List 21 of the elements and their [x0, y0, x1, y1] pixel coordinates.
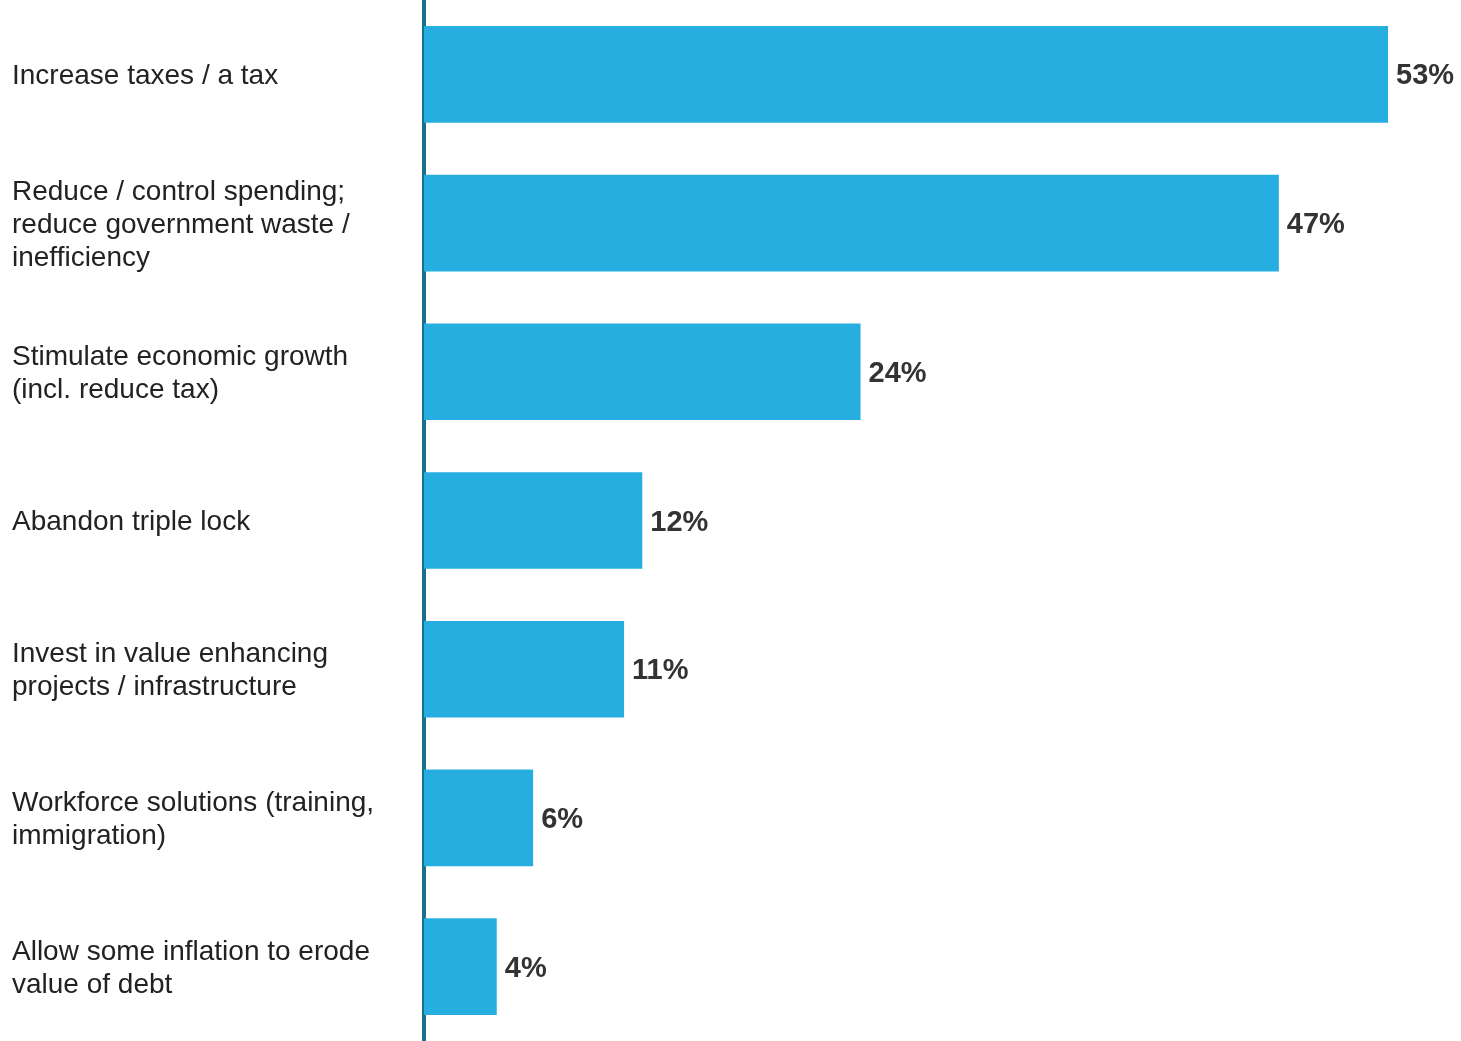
y-tick-label: Stimulate economic growth (incl. reduce tax) [12, 339, 356, 404]
bar [424, 472, 643, 569]
bar [424, 174, 1279, 272]
y-tick-label: Invest in value enhancing projects / infrastructure [12, 637, 336, 702]
y-tick-label: Increase taxes / a tax [12, 58, 279, 90]
y-tick-label: Abandon triple lock [12, 505, 252, 536]
bar [424, 918, 497, 1015]
y-tick-label: Workforce solutions (training, immigration) [12, 785, 382, 850]
data-label: 53% [1396, 58, 1455, 91]
data-label: 6% [541, 801, 584, 834]
data-label: 47% [1286, 207, 1346, 240]
bar [424, 769, 534, 867]
bar [424, 620, 625, 718]
bar [424, 323, 861, 421]
data-label: 11% [632, 653, 689, 686]
y-tick-label: Reduce / control spending; reduce government waste / inefficiency [12, 174, 358, 272]
data-label: 4% [504, 950, 547, 983]
data-label: 24% [868, 355, 927, 388]
data-label: 12% [650, 504, 709, 537]
bar [424, 26, 1388, 123]
y-tick-label: Allow some inflation to erode value of debt [12, 934, 378, 999]
